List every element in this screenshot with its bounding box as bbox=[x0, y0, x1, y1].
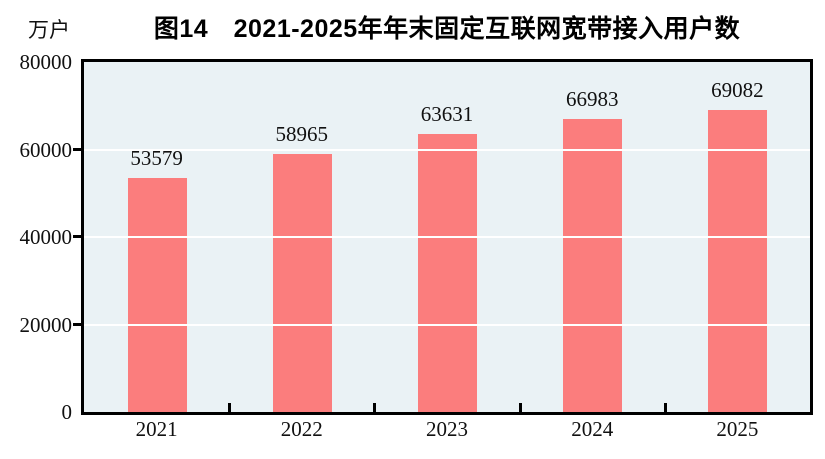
x-axis-category-label: 2023 bbox=[426, 417, 468, 441]
x-axis-tick bbox=[373, 403, 377, 412]
bar-2025 bbox=[708, 109, 768, 412]
y-axis: 0 20000 40000 60000 80000 bbox=[0, 50, 73, 424]
y-axis-tick-label: 80000 bbox=[19, 50, 73, 74]
bar-2024 bbox=[563, 118, 623, 412]
x-axis: 2021 2022 2023 2024 2025 bbox=[84, 417, 810, 442]
x-axis-category-label: 2024 bbox=[571, 417, 614, 441]
bar-value-label: 69082 bbox=[711, 77, 764, 102]
bar-cell: 69082 bbox=[665, 62, 810, 412]
bar-cell: 66983 bbox=[520, 62, 665, 412]
bar-value-label: 58965 bbox=[275, 122, 329, 147]
y-axis-tick-label: 0 bbox=[61, 400, 73, 424]
y-axis-tick-label: 20000 bbox=[19, 312, 73, 337]
x-axis-tick bbox=[663, 403, 667, 412]
y-axis-tick-label: 40000 bbox=[19, 225, 73, 249]
x-axis-category-label: 2022 bbox=[280, 417, 323, 441]
chart-title: 图14 2021-2025年年末固定互联网宽带接入用户数 bbox=[153, 15, 741, 43]
gridline bbox=[84, 236, 810, 238]
x-axis-tick bbox=[228, 403, 232, 412]
plot-area: 53579 58965 63631 66983 69082 bbox=[73, 59, 813, 415]
bar-cell: 58965 bbox=[229, 62, 374, 412]
gridline bbox=[84, 148, 810, 151]
x-axis-tick bbox=[518, 403, 522, 412]
bar-value-label: 66983 bbox=[565, 86, 619, 111]
y-axis-tick-label: 60000 bbox=[19, 137, 73, 162]
bar-2022 bbox=[272, 154, 332, 412]
y-axis-unit-label: 万户 bbox=[28, 18, 70, 42]
bar-value-label: 63631 bbox=[420, 101, 474, 126]
x-axis-category-label: 2025 bbox=[716, 417, 759, 441]
bar-2023 bbox=[418, 133, 477, 412]
bars-container: 53579 58965 63631 66983 69082 bbox=[84, 62, 810, 412]
gridline bbox=[84, 323, 810, 326]
bar-2021 bbox=[127, 177, 187, 412]
y-axis-tick bbox=[73, 147, 81, 151]
y-axis-tick bbox=[73, 322, 81, 326]
x-axis-category-label: 2021 bbox=[135, 417, 178, 441]
y-axis-tick bbox=[73, 235, 81, 238]
bar-cell: 63631 bbox=[374, 62, 519, 412]
